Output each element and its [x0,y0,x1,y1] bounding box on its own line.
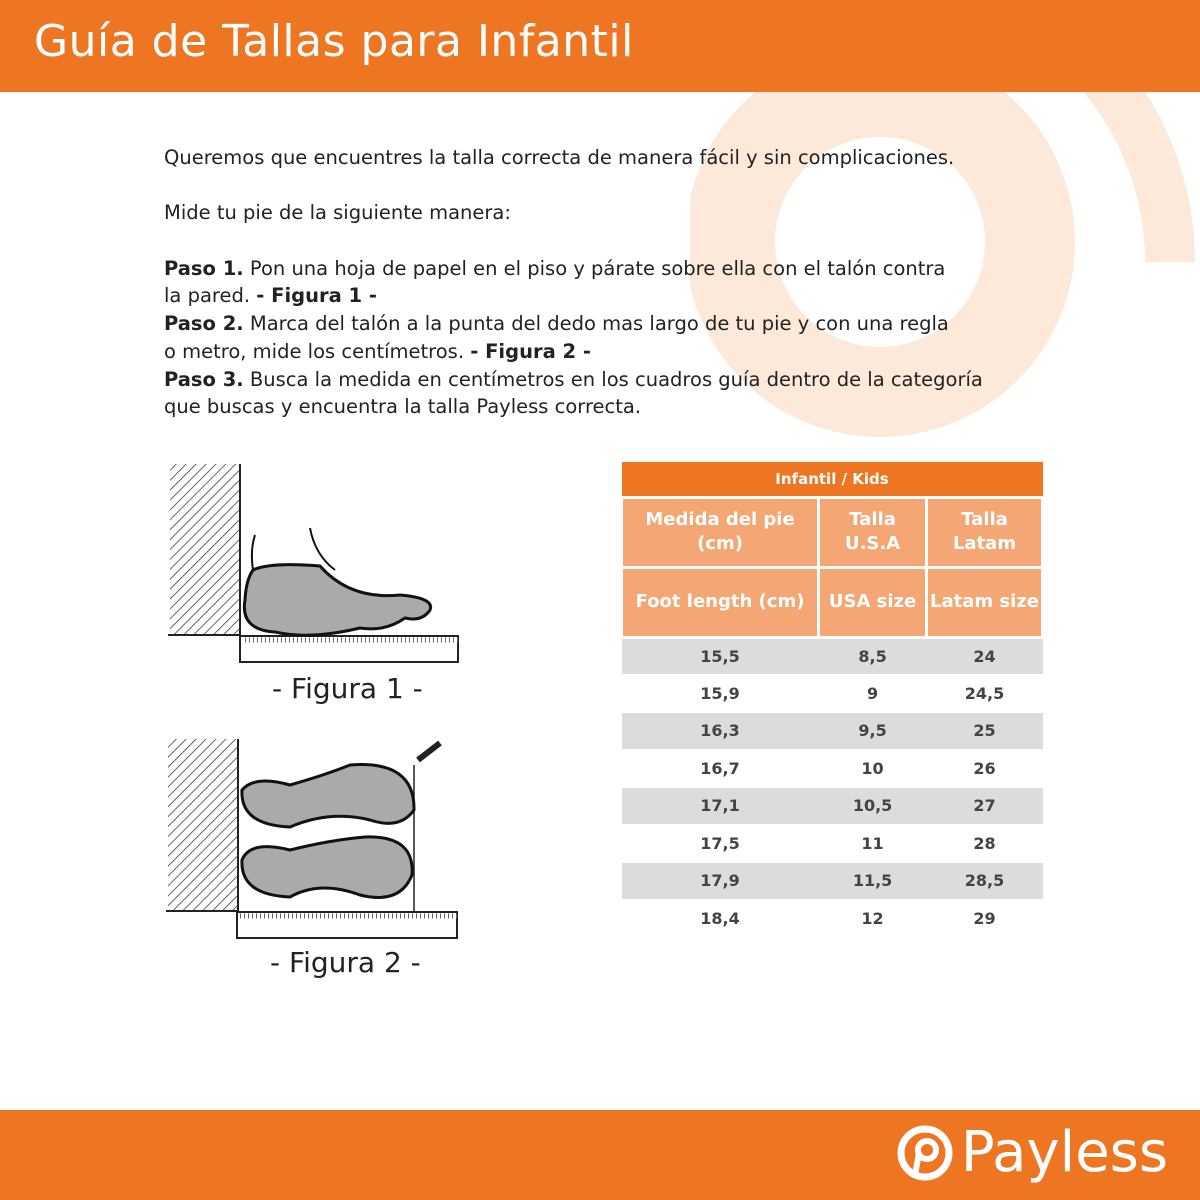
table-row: 18,4 12 29 [621,898,1043,937]
table-cell: 9 [818,673,927,712]
step-1: Paso 1. Pon una hoja de papel en el piso… [164,255,1064,283]
figure-ref: - Figura 1 - [256,284,378,308]
table-cell: 28,5 [926,861,1043,900]
payless-logo: Payless [895,1120,1168,1185]
table-cell: 24,5 [926,673,1043,712]
header-cell: USA size [817,565,929,639]
header-cell: Talla U.S.A [817,495,929,569]
figure-1-caption: - Figura 1 - [272,672,423,705]
payless-logo-icon [897,1125,953,1180]
table-cell: 29 [926,898,1043,937]
figure-1-illustration [168,464,459,663]
header-bar: Guía de Tallas para Infantil [0,0,1200,92]
step-text: Busca la medida en centímetros en los cu… [243,367,983,391]
instructions: Queremos que encuentres la talla correct… [164,144,1064,421]
table-cell: 17,5 [621,823,819,862]
payless-watermark-icon [690,92,1195,437]
step-label: Paso 1. [164,256,244,280]
table-cell: 11 [818,823,927,862]
step-2: Paso 2. Marca del talón a la punta del d… [164,310,1064,338]
table-row: 16,7 10 26 [621,748,1043,787]
figure-2-illustration [166,739,458,939]
table-cell: 25 [926,711,1043,750]
step-3: Paso 3. Busca la medida en centímetros e… [164,366,1064,394]
table-row: 15,9 9 24,5 [621,673,1043,712]
table-cell: 10 [818,748,927,787]
table-row: 17,9 11,5 28,5 [621,861,1043,900]
table-row: 17,5 11 28 [621,823,1043,862]
table-cell: 16,3 [621,711,819,750]
table-cell: 28 [926,823,1043,862]
table-title: Infantil / Kids [621,462,1043,499]
table-cell: 9,5 [818,711,927,750]
header-cell: Medida del pie (cm) [619,495,821,569]
table-cell: 16,7 [621,748,819,787]
step-text: Marca del talón a la punta del dedo mas … [243,312,949,336]
brand-name: Payless [960,1120,1168,1185]
footer-bar: Payless [0,1110,1200,1200]
step-label: Paso 2. [164,312,244,336]
table-row: 17,1 10,5 27 [621,786,1043,825]
header-cell: Foot length (cm) [619,565,821,639]
table-cell: 24 [926,636,1043,675]
table-cell: 18,4 [621,898,819,937]
table-cell: 17,9 [621,861,819,900]
table-row: 16,3 9,5 25 [621,711,1043,750]
step-text: Pon una hoja de papel en el piso y párat… [243,256,946,280]
figure-2-caption: - Figura 2 - [270,946,421,979]
size-table: Infantil / Kids Medida del pie (cm) Tall… [619,462,1044,937]
intro-line: Queremos que encuentres la talla correct… [164,146,955,169]
table-cell: 17,1 [621,786,819,825]
table-cell: 8,5 [818,636,927,675]
intro-line-2: Mide tu pie de la siguiente manera: [164,201,511,225]
step-text: que buscas y encuentra la talla Payless … [164,395,642,419]
step-text: la pared. [164,284,257,308]
table-cell: 10,5 [818,786,927,825]
table-row: 15,5 8,5 24 [621,636,1043,675]
figure-ref: - Figura 2 - [470,339,591,363]
table-cell: 12 [818,898,927,937]
table-cell: 26 [926,748,1043,787]
step-label: Paso 3. [164,367,244,391]
table-cell: 27 [926,786,1043,825]
page-title: Guía de Tallas para Infantil [34,16,634,67]
step-text: o metro, mide los centímetros. [164,339,471,363]
table-cell: 11,5 [818,861,927,900]
header-cell: Talla Latam [925,495,1044,569]
table-cell: 15,9 [621,673,819,712]
table-cell: 15,5 [621,636,819,675]
header-cell: Latam size [925,565,1044,639]
